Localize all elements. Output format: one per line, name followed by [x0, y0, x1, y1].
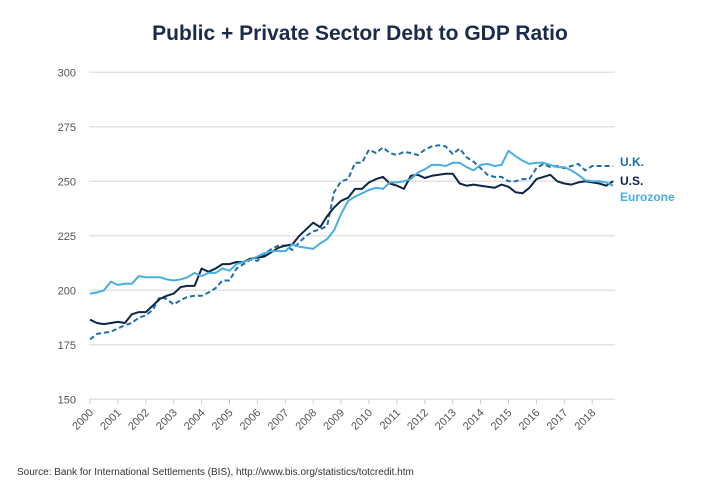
- source-note: Source: Bank for International Settlemen…: [17, 467, 414, 478]
- y-tick-label: 200: [58, 285, 76, 297]
- legend-label: Eurozone: [620, 190, 675, 204]
- series-line-us: [89, 172, 614, 326]
- x-tick-label: 2000: [70, 407, 96, 433]
- series-line-uk: [89, 144, 614, 341]
- x-tick-label: 2015: [489, 407, 515, 433]
- x-tick-label: 2013: [433, 407, 459, 433]
- x-tick-label: 2016: [517, 407, 543, 433]
- x-tick-label: 2008: [294, 407, 320, 433]
- x-tick-label: 2011: [378, 407, 403, 432]
- series-line-eurozone: [89, 149, 614, 295]
- x-tick-label: 2004: [182, 407, 208, 433]
- legend-label: U.K.: [620, 155, 644, 169]
- chart-title: Public + Private Sector Debt to GDP Rati…: [152, 22, 568, 45]
- x-tick-label: 2017: [545, 407, 571, 433]
- x-tick-label: 2012: [405, 407, 431, 433]
- y-tick-label: 175: [58, 340, 76, 352]
- x-tick-label: 2001: [98, 407, 124, 433]
- x-tick-label: 2009: [321, 407, 347, 433]
- x-tick-label: 2005: [210, 407, 236, 433]
- y-tick-label: 275: [58, 122, 76, 134]
- y-tick-label: 150: [58, 394, 76, 406]
- x-tick-label: 2002: [126, 407, 152, 433]
- x-tick-label: 2006: [238, 407, 264, 433]
- x-tick-label: 2007: [266, 407, 292, 433]
- x-tick-label: 2014: [461, 407, 487, 433]
- x-tick-label: 2018: [573, 407, 599, 433]
- y-tick-label: 300: [58, 67, 76, 79]
- y-tick-label: 250: [58, 176, 76, 188]
- y-tick-label: 225: [58, 231, 76, 243]
- legend-label: U.S.: [620, 174, 643, 188]
- x-tick-label: 2010: [349, 407, 375, 433]
- x-tick-label: 2003: [154, 407, 180, 433]
